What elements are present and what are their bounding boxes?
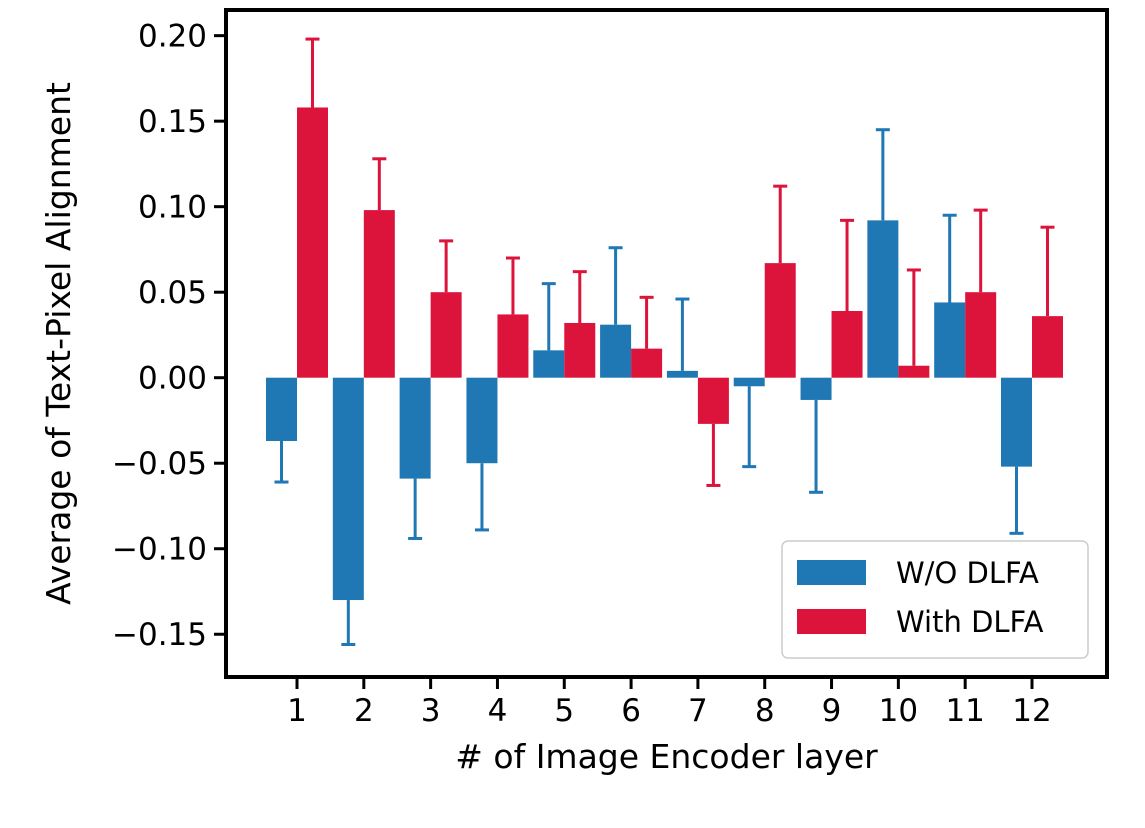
- legend-swatch-wo-dlfa: [797, 560, 866, 585]
- bar-s1-8: [764, 263, 796, 378]
- x-tick-label: 11: [945, 693, 984, 729]
- x-tick-label: 5: [554, 693, 574, 729]
- x-tick-label: 3: [421, 693, 441, 729]
- y-tick-label: 0.05: [138, 275, 207, 311]
- bar-s1-3: [430, 292, 462, 378]
- legend-swatch-with-dlfa: [797, 609, 866, 634]
- bar-s0-12: [1001, 377, 1032, 467]
- legend: W/O DLFA With DLFA: [781, 540, 1089, 659]
- y-tick-label: −0.15: [112, 617, 207, 653]
- bar-s0-4: [466, 377, 498, 464]
- bar-s0-7: [666, 370, 698, 378]
- bar-s1-1: [297, 107, 328, 378]
- y-tick-label: 0.20: [138, 19, 207, 55]
- bar-s1-7: [697, 377, 729, 424]
- y-tick-label: 0.00: [138, 361, 207, 397]
- x-tick-label: 2: [354, 693, 374, 729]
- y-ticks: −0.15 −0.10 −0.05 0.00 0.05 0.10 0.15 0.20: [112, 19, 226, 653]
- plot-frame: [224, 8, 1109, 679]
- legend-label-wo-dlfa: W/O DLFA: [896, 556, 1039, 590]
- x-tick-label: 8: [755, 693, 775, 729]
- x-tick-label: 4: [488, 693, 508, 729]
- y-axis-title: Average of Text-Pixel Alignment: [39, 82, 78, 605]
- bar-s0-8: [733, 377, 765, 387]
- bar-s1-5: [564, 322, 596, 378]
- bar-s0-9: [800, 377, 832, 400]
- x-tick-label: 6: [621, 693, 641, 729]
- bar-s0-5: [533, 350, 565, 378]
- bar-s1-10: [898, 365, 930, 378]
- bar-s1-2: [363, 210, 395, 378]
- bar-s0-11: [934, 302, 966, 378]
- y-tick-label: 0.15: [138, 104, 207, 140]
- legend-label-with-dlfa: With DLFA: [896, 605, 1044, 639]
- error-bars-layer: [274, 37, 1055, 647]
- bar-s0-10: [867, 220, 899, 378]
- x-tick-label: 12: [1012, 693, 1051, 729]
- x-axis-title: # of Image Encoder layer: [455, 737, 878, 776]
- x-tick-label: 9: [822, 693, 842, 729]
- bar-s0-3: [399, 377, 431, 479]
- x-tick-label: 10: [879, 693, 918, 729]
- axes: [224, 8, 1109, 679]
- bar-s0-1: [266, 377, 297, 441]
- y-tick-label: −0.05: [112, 446, 207, 482]
- x-tick-label: 7: [688, 693, 708, 729]
- bar-s0-6: [600, 324, 632, 378]
- bar-s0-2: [332, 377, 364, 601]
- bar-s1-4: [497, 314, 529, 378]
- bars-layer: [266, 107, 1063, 601]
- y-tick-label: 0.10: [138, 190, 207, 226]
- bar-s1-9: [831, 311, 863, 378]
- x-ticks: 1 2 3 4 5 6 7 8 9 10 11 12: [287, 677, 1052, 729]
- bar-s1-12: [1032, 316, 1063, 378]
- x-tick-label: 1: [287, 693, 307, 729]
- bar-s1-11: [965, 292, 997, 378]
- bar-s1-6: [631, 348, 663, 378]
- y-tick-label: −0.10: [112, 532, 207, 568]
